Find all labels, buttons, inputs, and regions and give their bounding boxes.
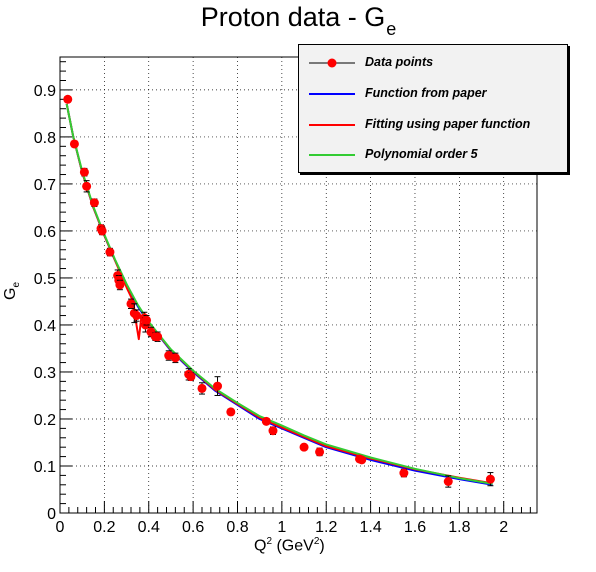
legend-label-function-from-paper: Function from paper <box>365 86 487 100</box>
data-point <box>153 332 163 342</box>
x-tick-label: 1.4 <box>359 519 381 536</box>
x-axis-label-unit: (GeV <box>276 537 314 555</box>
x-axis-label: Q2 (GeV2) <box>254 536 325 555</box>
x-tick-label: 1 <box>277 519 286 536</box>
y-tick-label: 0.7 <box>34 177 56 194</box>
data-point <box>399 468 409 478</box>
legend-entry-fitting: Fitting using paper function <box>299 115 567 135</box>
y-tick-label: 0.4 <box>34 318 56 335</box>
legend-entry-function-from-paper: Function from paper <box>299 84 567 104</box>
data-point <box>170 353 180 363</box>
data-point <box>299 442 309 452</box>
data-point <box>213 381 223 391</box>
x-axis-label-close: ) <box>319 537 325 555</box>
series-line-polynomial-order-5 <box>65 103 493 485</box>
legend-line-function-from-paper <box>309 93 355 95</box>
data-point <box>485 474 495 484</box>
x-tick-label: 0 <box>56 519 65 536</box>
data-point <box>132 311 142 321</box>
legend-label-polynomial: Polynomial order 5 <box>365 147 478 161</box>
data-point <box>315 447 325 457</box>
x-tick-label: 0.8 <box>226 519 248 536</box>
legend-label-fitting: Fitting using paper function <box>365 117 531 131</box>
y-axis-label-g: G <box>2 287 19 300</box>
chart-title-main: Proton data - G <box>200 2 386 32</box>
legend-entry-polynomial: Polynomial order 5 <box>299 145 567 165</box>
data-point <box>142 315 152 325</box>
x-tick-label: 1.8 <box>448 519 470 536</box>
chart-title: Proton data - Ge <box>0 2 596 39</box>
data-point <box>261 416 271 426</box>
data-point <box>89 198 99 208</box>
data-point <box>443 477 453 487</box>
x-axis-label-unit-exponent: 2 <box>313 536 320 547</box>
y-tick-label: 0.6 <box>34 224 56 241</box>
data-point <box>115 280 125 290</box>
y-tick-label: 0.8 <box>34 130 56 147</box>
y-tick-label: 0.9 <box>34 83 56 100</box>
y-tick-label: 0.5 <box>34 271 56 288</box>
x-tick-label: 0.2 <box>93 519 115 536</box>
legend-entry-data-points: Data points <box>299 53 567 73</box>
data-point <box>186 372 196 382</box>
data-point <box>97 226 107 236</box>
x-axis-label-q: Q <box>254 537 267 555</box>
x-tick-label: 1.6 <box>404 519 426 536</box>
legend-label-data-points: Data points <box>365 55 434 69</box>
x-tick-label: 2 <box>499 519 508 536</box>
data-point <box>268 426 278 436</box>
legend-marker-data-points <box>309 58 355 68</box>
legend-line-polynomial <box>309 154 355 156</box>
legend-line-fitting <box>309 124 355 126</box>
y-tick-label: 0 <box>47 506 56 523</box>
x-tick-label: 0.6 <box>182 519 204 536</box>
x-tick-label: 1.2 <box>315 519 337 536</box>
data-point <box>126 299 136 309</box>
y-tick-label: 0.3 <box>34 365 56 382</box>
data-point <box>197 383 207 393</box>
y-axis-label-subscript: e <box>11 281 23 288</box>
chart-title-subscript: e <box>386 19 397 39</box>
x-axis-label-q-exponent: 2 <box>266 536 273 547</box>
data-point <box>357 455 367 465</box>
data-point <box>105 247 115 257</box>
data-point <box>69 139 79 149</box>
data-point <box>79 167 89 177</box>
y-tick-label: 0.2 <box>34 412 56 429</box>
legend: Data points Function from paper Fitting … <box>298 44 568 173</box>
data-point <box>226 407 236 417</box>
y-tick-label: 0.1 <box>34 459 56 476</box>
x-tick-label: 0.4 <box>138 519 160 536</box>
y-axis-label: Ge <box>2 282 22 300</box>
data-point <box>82 181 92 191</box>
data-point <box>63 94 73 104</box>
